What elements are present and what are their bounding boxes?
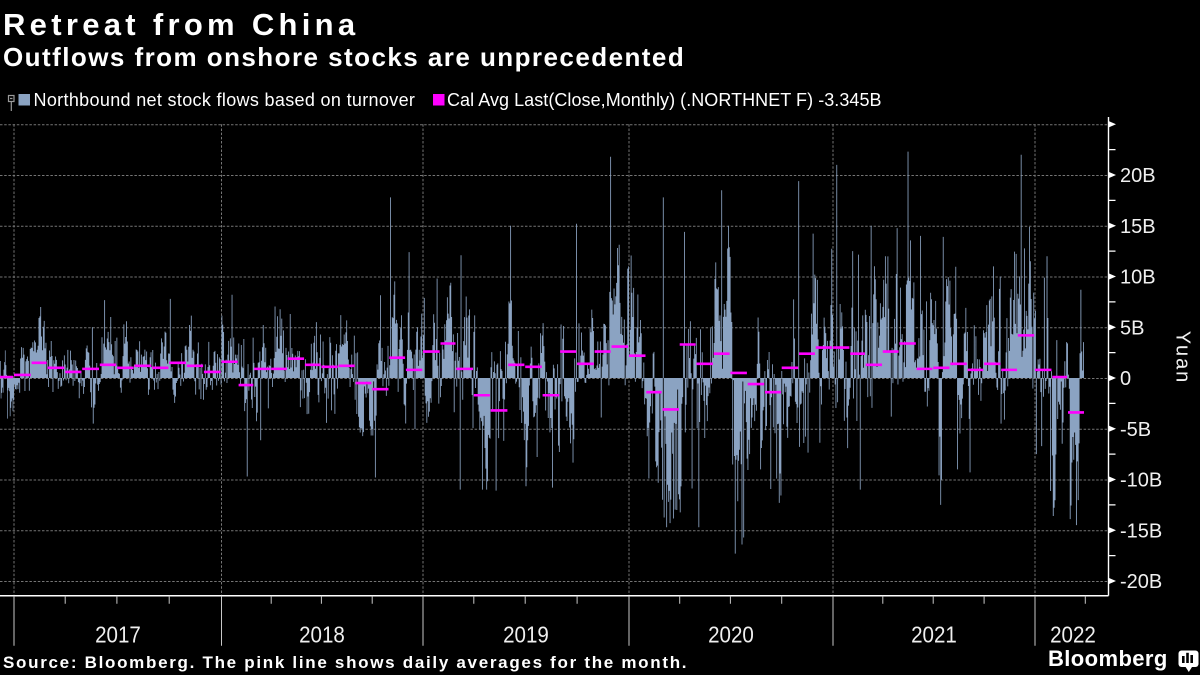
svg-text:-20B: -20B [1120, 571, 1162, 593]
svg-text:2019: 2019 [503, 621, 549, 648]
svg-text:15B: 15B [1120, 216, 1156, 238]
svg-text:2022: 2022 [1050, 621, 1096, 648]
svg-text:-10B: -10B [1120, 470, 1162, 492]
svg-text:2018: 2018 [299, 621, 345, 648]
svg-text:2021: 2021 [911, 621, 957, 648]
svg-text:2020: 2020 [708, 621, 754, 648]
svg-text:10B: 10B [1120, 267, 1156, 289]
svg-text:5B: 5B [1120, 317, 1144, 339]
svg-text:-5B: -5B [1120, 419, 1151, 441]
svg-text:2017: 2017 [95, 621, 141, 648]
svg-text:20B: 20B [1120, 165, 1156, 187]
svg-text:0: 0 [1120, 368, 1131, 390]
svg-text:Yuan: Yuan [1172, 331, 1194, 385]
svg-text:-15B: -15B [1120, 520, 1162, 542]
